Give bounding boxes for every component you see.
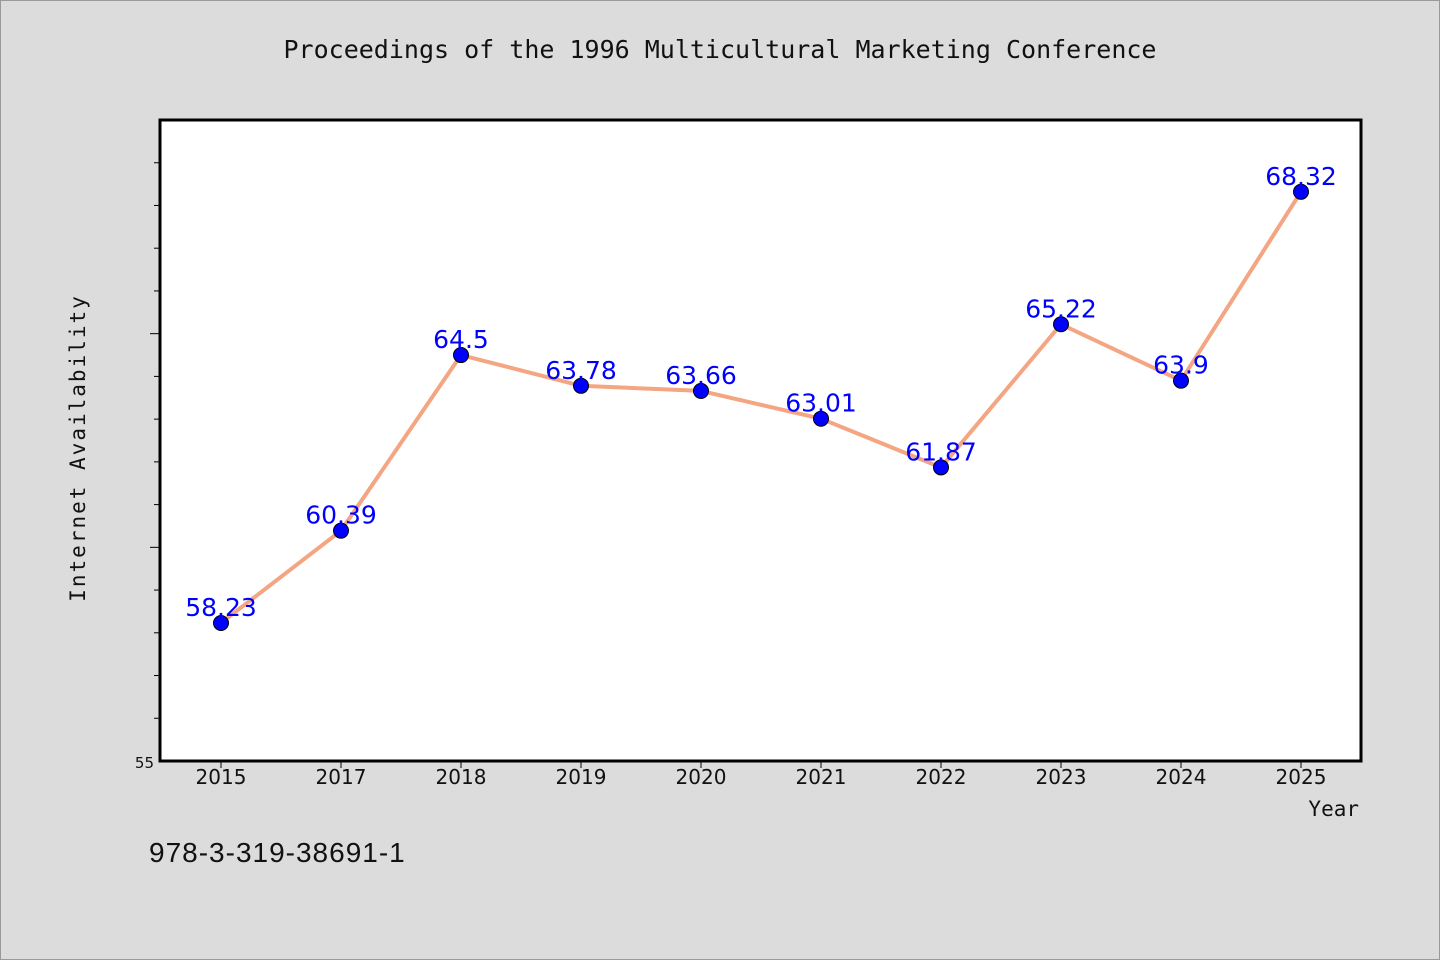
x-tick-label: 2018: [436, 765, 487, 789]
plot-area: [160, 120, 1361, 761]
data-point: [453, 347, 469, 364]
data-label: 60.39: [305, 501, 377, 530]
data-label: 63.78: [545, 356, 617, 385]
plot-frame: [158, 118, 1363, 763]
x-tick-label: 2022: [916, 765, 967, 789]
data-label: 61.87: [905, 437, 977, 466]
data-point: [693, 382, 709, 399]
data-point: [1053, 316, 1069, 333]
data-points: [213, 183, 1309, 631]
x-tick-label: 2020: [676, 765, 727, 789]
data-point: [813, 410, 829, 427]
x-tick-label: 2025: [1276, 765, 1327, 789]
data-point: [1173, 372, 1189, 389]
data-point: [933, 459, 949, 476]
series-line: [219, 190, 1303, 625]
x-axis-label: Year: [1308, 797, 1359, 821]
data-point: [573, 377, 589, 394]
data-label: 63.9: [1153, 351, 1209, 380]
y-axis-min-label: 55: [135, 754, 154, 772]
data-point: [333, 522, 349, 539]
data-label: 63.66: [665, 361, 737, 390]
data-labels: 58.23 60.39 64.5 63.78 63.66 63.01 61.87 65.22 6…: [185, 162, 1337, 622]
x-tick-label: 2015: [196, 765, 247, 789]
data-point: [213, 614, 229, 631]
data-label: 68.32: [1265, 162, 1337, 191]
chart-title: Proceedings of the 1996 Multicultural Ma…: [283, 35, 1157, 64]
data-label: 63.01: [785, 389, 857, 418]
data-point: [1293, 183, 1309, 200]
data-label: 64.5: [433, 325, 489, 354]
isbn-text: 978-3-319-38691-1: [149, 837, 406, 868]
x-tick-label: 2024: [1156, 765, 1207, 789]
data-label: 58.23: [185, 593, 257, 622]
x-tick-label: 2023: [1036, 765, 1087, 789]
axis-ticks: 2015 2017 2018 2019 2020 2021 2022 2023 2024 2025: [150, 162, 1327, 789]
x-tick-label: 2021: [796, 765, 847, 789]
data-label: 65.22: [1025, 294, 1097, 323]
x-tick-label: 2019: [556, 765, 607, 789]
x-tick-label: 2017: [316, 765, 367, 789]
